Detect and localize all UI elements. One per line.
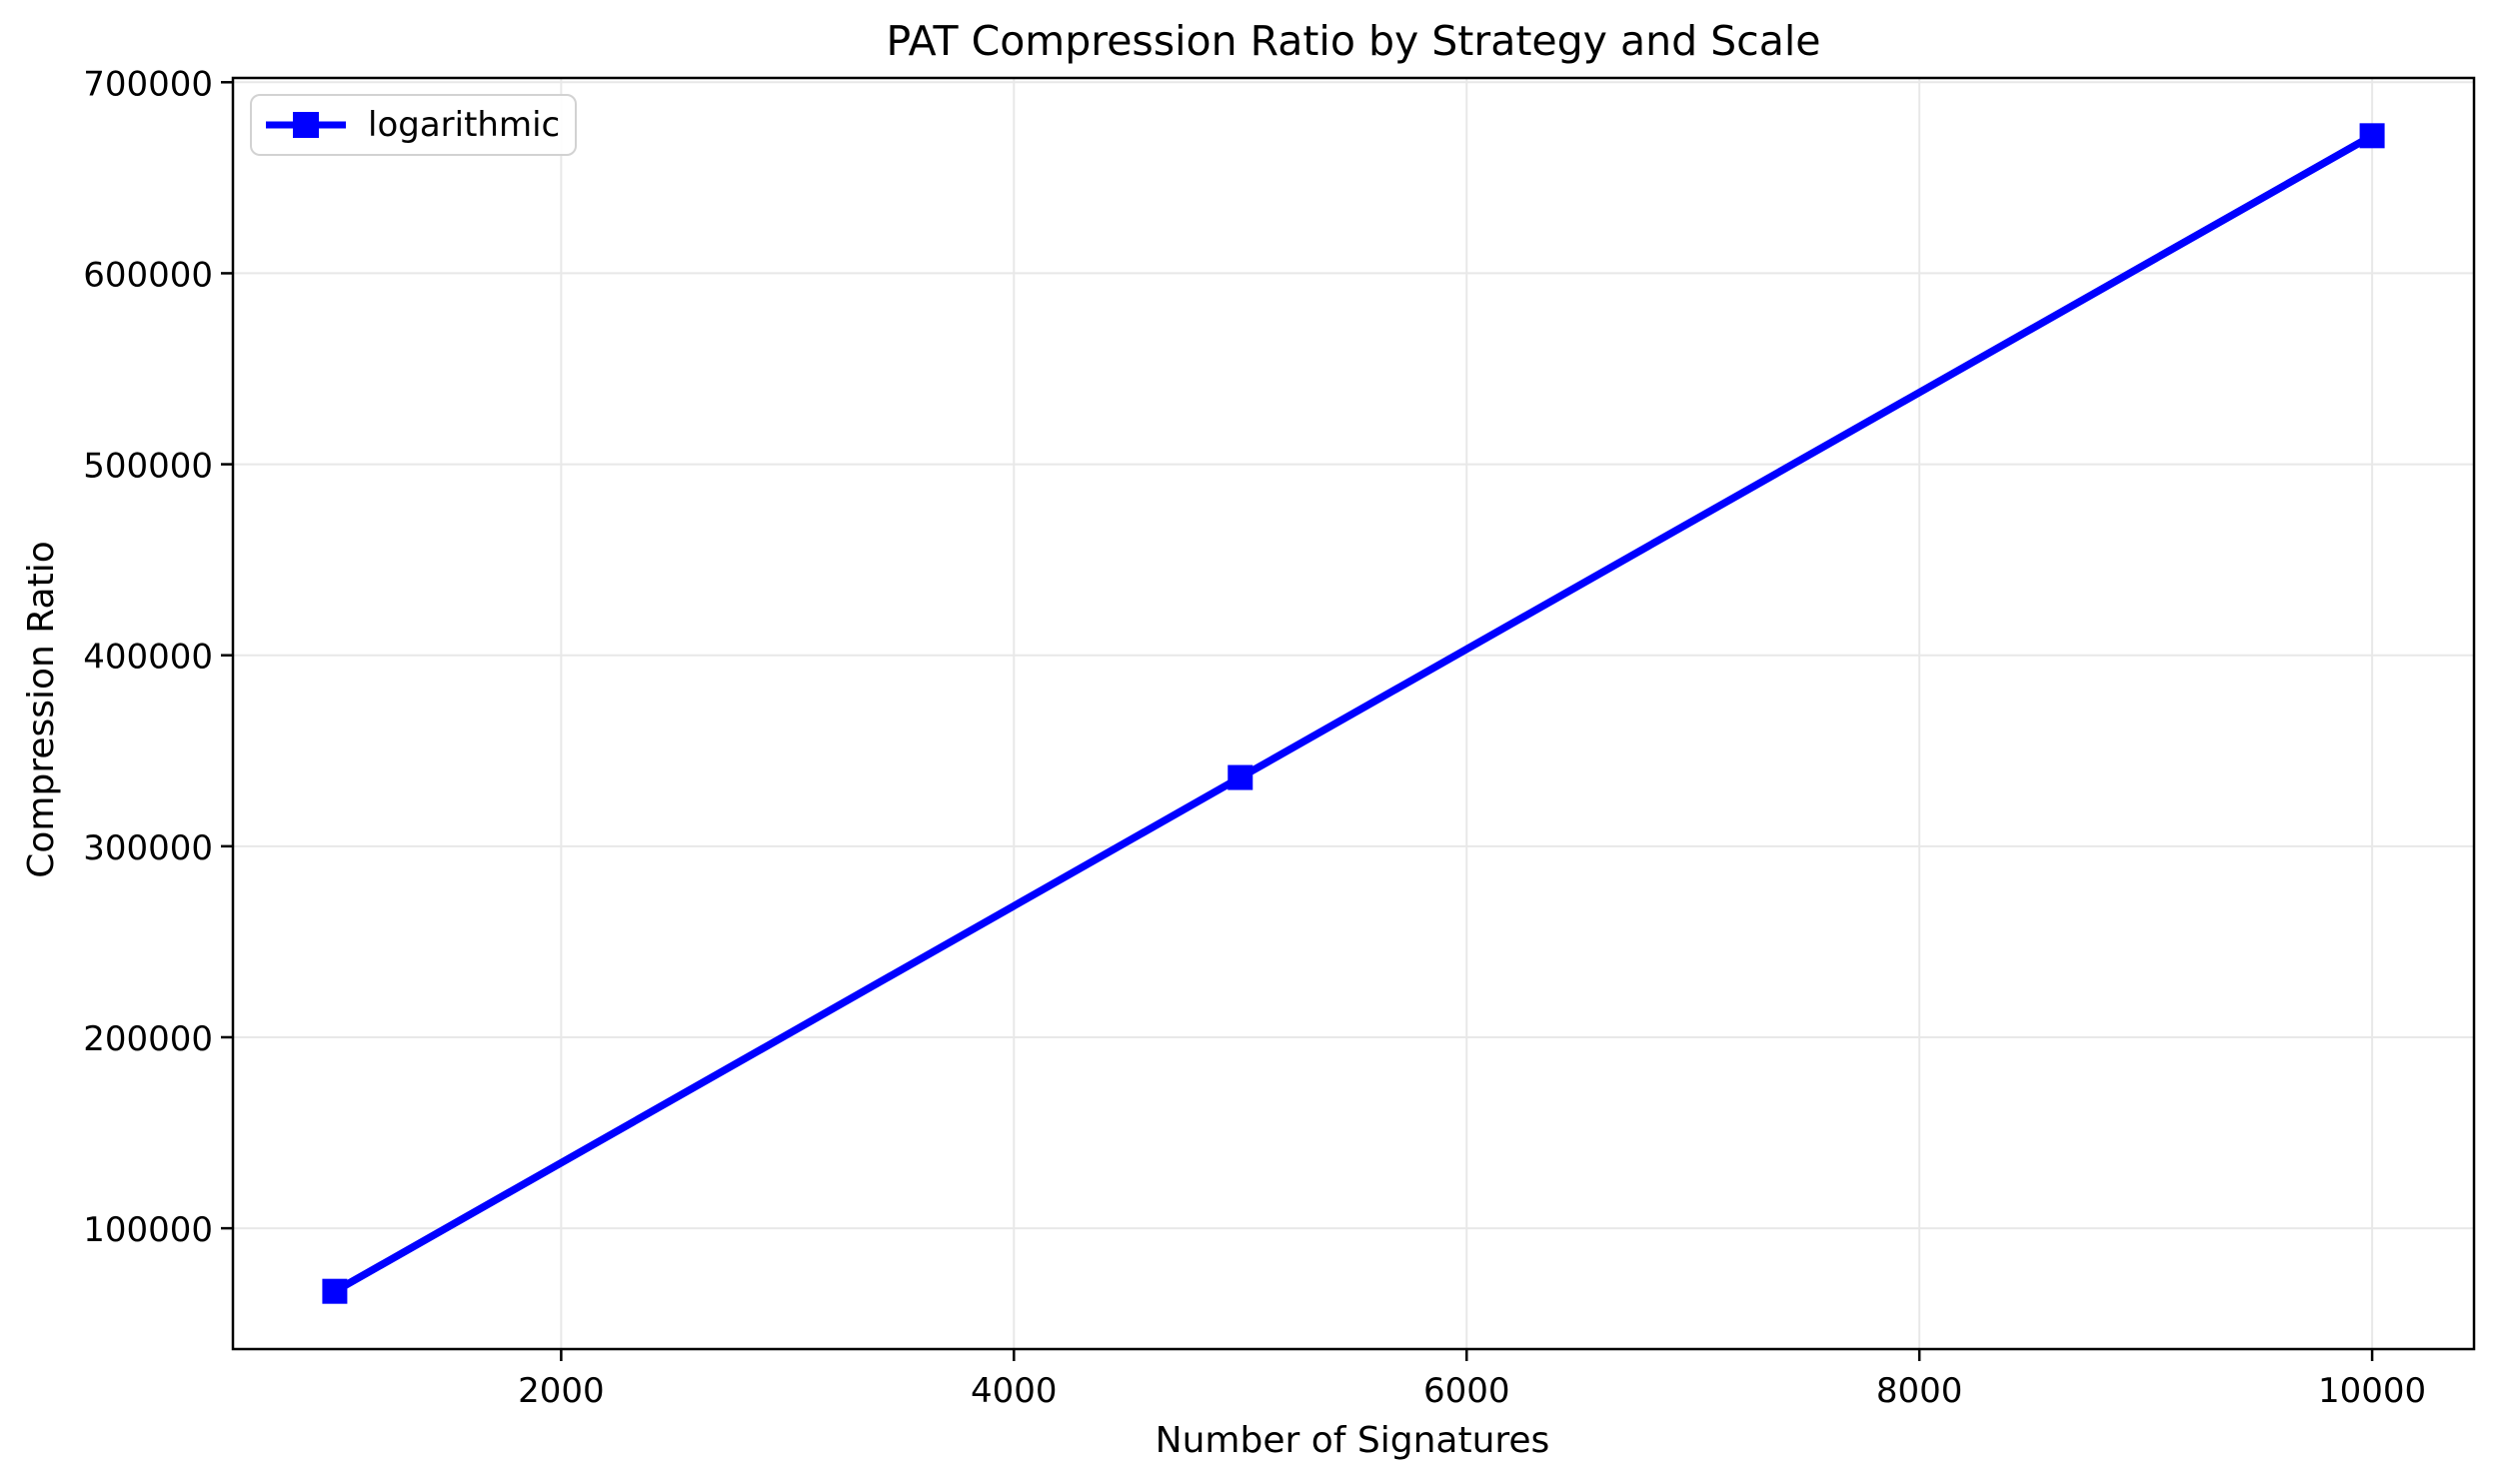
data-point-marker	[2359, 123, 2385, 149]
tick-labels: 2000 4000 6000 8000 10000 100000 200000 300000 4…	[83, 64, 2426, 1411]
axes-frame	[231, 76, 2476, 1351]
x-tick-label: 4000	[971, 1371, 1058, 1411]
y-tick-label: 300000	[83, 828, 213, 868]
y-tick-label: 700000	[83, 64, 213, 104]
y-tick-label: 200000	[83, 1019, 213, 1059]
chart-title: PAT Compression Ratio by Strategy and Sc…	[887, 17, 1821, 65]
legend-line-sample	[266, 112, 346, 138]
x-tick-label: 6000	[1423, 1371, 1510, 1411]
legend-marker-icon	[293, 112, 319, 138]
gridlines	[233, 78, 2474, 1349]
data-point-marker	[322, 1278, 348, 1304]
x-axis-label: Number of Signatures	[1156, 1420, 1550, 1461]
x-tick-label: 2000	[518, 1371, 605, 1411]
data-series	[322, 123, 2385, 1304]
legend-label: logarithmic	[368, 105, 561, 145]
tick-marks	[221, 81, 2374, 1361]
legend: logarithmic	[250, 94, 577, 156]
y-tick-label: 600000	[83, 255, 213, 295]
axes-spines	[231, 76, 2476, 1351]
data-point-marker	[1228, 764, 1253, 790]
x-tick-label: 8000	[1876, 1371, 1963, 1411]
y-tick-label: 100000	[83, 1210, 213, 1250]
data-line	[333, 132, 2374, 1295]
y-tick-label: 500000	[83, 447, 213, 487]
y-tick-label: 400000	[83, 638, 213, 678]
y-axis-label: Compression Ratio	[21, 541, 62, 877]
x-tick-label: 10000	[2318, 1371, 2426, 1411]
